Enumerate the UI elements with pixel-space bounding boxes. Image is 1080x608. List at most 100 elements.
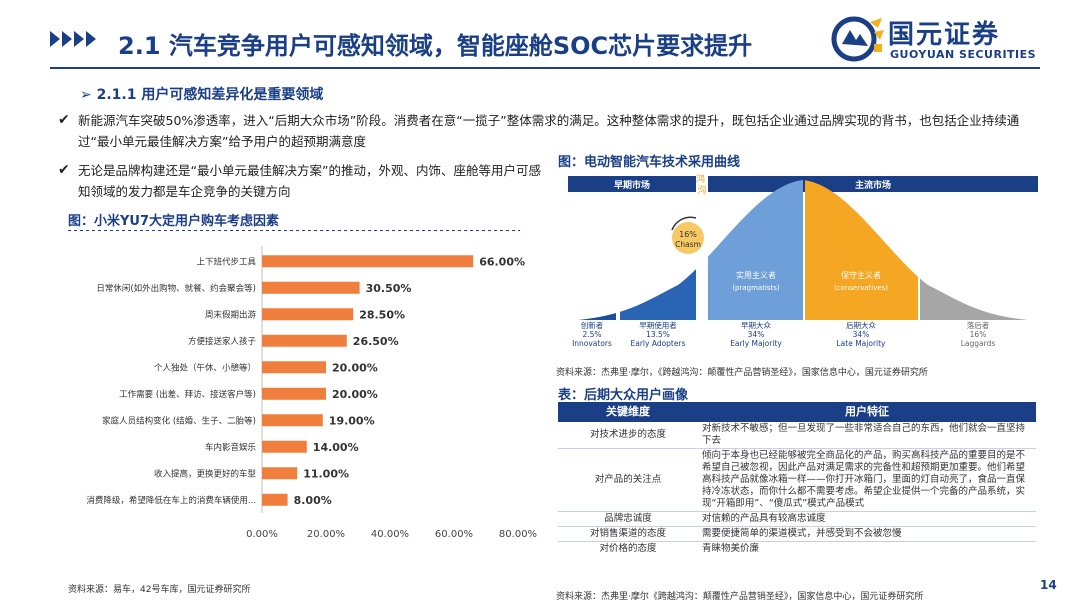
data-label: 19.00% <box>329 414 375 427</box>
laggards-percent: 16% <box>970 330 987 339</box>
x-tick-label: 80.00% <box>499 529 537 540</box>
table-cell-dimension: 对价格的态度 <box>558 541 698 556</box>
logo-text-cn: 国元证券 <box>888 20 1001 50</box>
category-label: 收入提高，更换更好的车型 <box>154 468 257 479</box>
table-row: 品牌忠诚度 对信赖的产品具有较高忠诚度 <box>558 511 1036 527</box>
x-tick-label: 0.00% <box>246 529 278 540</box>
early-majority-inner-cn: 实用主义者 <box>736 270 776 280</box>
bar <box>262 281 360 294</box>
data-label: 20.00% <box>332 388 378 401</box>
late-majority-inner-en: (conservatives) <box>834 284 888 292</box>
table-row: 对价格的态度 青睐物美价廉 <box>558 541 1036 556</box>
data-label: 26.50% <box>353 335 399 348</box>
category-label: 工作需要 (出差、拜访、接送客户等) <box>119 389 256 400</box>
table-row: 对技术进步的态度 对新技术不敏感；但一旦发现了一些非常适合自己的东西，他们就会一… <box>558 422 1036 449</box>
segment-late-majority <box>805 180 918 320</box>
adoption-curve-diagram: 早期市场 主流市场 鸿 沟 16% Chasm 实用主义者 (pragmatis… <box>568 173 1038 348</box>
bullet-item: ✔ 无论是品牌构建还是“最小单元最佳解决方案”的推动，外观、内饰、座舱等用户可感… <box>58 160 548 202</box>
data-label: 8.00% <box>294 494 332 507</box>
data-label: 30.50% <box>366 282 412 295</box>
early-adopters-en: Early Adopters <box>631 339 686 348</box>
data-label: 14.00% <box>313 441 359 454</box>
section-heading: ➢ 2.1.1 用户可感知差异化是重要领域 <box>80 87 324 103</box>
adoption-curve-title: 图：电动智能汽车技术采用曲线 <box>558 155 741 170</box>
category-label: 消费降级，希望降低在车上的消费车辆使用... <box>86 495 256 506</box>
chasm-arrow-icon <box>671 216 697 231</box>
table-cell-dimension: 对产品的关注点 <box>558 448 698 512</box>
late-majority-percent: 34% <box>853 330 870 339</box>
header-divider <box>50 67 1040 69</box>
chasm-percent: 16% <box>679 230 697 239</box>
guoyuan-emblem-icon <box>831 16 884 62</box>
bar <box>262 387 326 400</box>
logo-text-en: GUOYUAN SECURITIES <box>890 48 1037 61</box>
table-cell-feature: 需要便捷简单的渠道模式，并感受到不会被忽慢 <box>698 526 1036 542</box>
table-cell-feature: 对信赖的产品具有较高忠诚度 <box>698 511 1036 527</box>
segment-early-majority <box>708 180 803 320</box>
category-label: 车内影音娱乐 <box>205 442 257 453</box>
table-row: 对产品的关注点 倾向于本身也已经能够被完全商品化的产品，购买高科技产品的重要目的… <box>558 448 1036 512</box>
adoption-curve-source: 资料来源：杰弗里·摩尔，《跨越鸿沟：颠覆性产品营销圣经》，国家信息中心，国元证券… <box>556 368 928 378</box>
category-label: 家庭人员结构变化 (结婚、生子、二胎等) <box>102 415 256 426</box>
innovators-cn: 创新者 <box>581 320 604 330</box>
bar-chart: 上下班代步工具 66.00% 日常休闲(如外出购物、就餐、约会聚会等) 30.50% 周… <box>86 246 537 540</box>
segment-laggards <box>920 180 1028 320</box>
category-label: 方便接送家人孩子 <box>188 336 257 347</box>
bar-chart-title: 图：小米YU7大定用户购车考虑因素 <box>68 214 280 229</box>
table-header-feature: 用户特征 <box>698 402 1036 422</box>
bar <box>262 414 323 427</box>
mainstream-market-label: 主流市场 <box>855 179 891 191</box>
chasm-en: Chasm <box>675 240 701 249</box>
checkmark-icon: ✔ <box>58 162 70 178</box>
category-label: 日常休闲(如外出购物、就餐、约会聚会等) <box>96 283 256 294</box>
laggards-en: Laggards <box>961 339 996 348</box>
early-market-band <box>568 176 696 192</box>
category-label: 上下班代步工具 <box>196 256 256 267</box>
data-label: 28.50% <box>359 308 405 321</box>
late-majority-cn: 后期大众 <box>846 320 876 330</box>
persona-table-title: 表：后期大众用户画像 <box>558 388 689 403</box>
company-logo: 国元证券 GUOYUAN SECURITIES <box>830 12 1060 66</box>
bar <box>262 440 307 453</box>
x-tick-label: 40.00% <box>371 529 409 540</box>
bullet-text: 新能源汽车突破50%渗透率，进入“后期大众市场”阶段。消费者在意“一揽子”整体需… <box>78 113 1020 149</box>
bar <box>262 255 474 268</box>
late-majority-inner-cn: 保守主义者 <box>841 270 881 280</box>
bar <box>262 308 354 321</box>
early-market-label: 早期市场 <box>614 179 650 191</box>
category-label: 周末假期出游 <box>205 309 257 320</box>
table-header-row: 关键维度 用户特征 <box>558 402 1036 422</box>
bar <box>262 334 347 347</box>
chasm-label: 鸿 沟 <box>696 173 708 196</box>
segment-labels: 创新者 2.5% Innovators 早期使用者 13.5% Early Ad… <box>572 320 995 348</box>
segment-innovators <box>578 180 616 320</box>
title-chevrons-icon <box>50 31 98 51</box>
early-majority-inner-en: (pragmatists) <box>732 284 780 292</box>
early-majority-percent: 34% <box>748 330 765 339</box>
x-tick-label: 60.00% <box>435 529 473 540</box>
table-cell-dimension: 品牌忠诚度 <box>558 511 698 527</box>
x-tick-label: 20.00% <box>307 529 345 540</box>
chasm-char-2: 沟 <box>697 184 706 196</box>
data-label: 20.00% <box>332 361 378 374</box>
data-label: 11.00% <box>303 467 349 480</box>
persona-table-source: 资料来源：杰弗里·摩尔《跨越鸿沟：颠覆性产品营销圣经》，国家信息中心，国元证券研… <box>556 592 924 602</box>
table-cell-dimension: 对销售渠道的态度 <box>558 526 698 542</box>
table-header-dimension: 关键维度 <box>558 402 698 422</box>
table-cell-feature: 对新技术不敏感；但一旦发现了一些非常适合自己的东西，他们就会一直坚持下去 <box>702 423 1026 446</box>
page-title: 2.1 汽车竞争用户可感知领域，智能座舱SOC芯片要求提升 <box>118 32 753 60</box>
table-cell-feature: 倾向于本身也已经能够被完全商品化的产品，购买高科技产品的重要目的是不希望自己被忽… <box>698 448 1036 512</box>
bullet-item: ✔ 新能源汽车突破50%渗透率，进入“后期大众市场”阶段。消费者在意“一揽子”整… <box>58 110 1038 152</box>
bar-chart-source: 资料来源：易车，42号车库，国元证券研究所 <box>68 585 251 595</box>
bar <box>262 361 326 374</box>
early-majority-cn: 早期大众 <box>741 320 771 330</box>
bar <box>262 493 288 506</box>
persona-table: 关键维度 用户特征 对技术进步的态度 对新技术不敏感；但一旦发现了一些非常适合自… <box>558 402 1036 556</box>
figure-title-divider <box>68 230 520 231</box>
late-majority-en: Late Majority <box>837 339 887 348</box>
innovators-en: Innovators <box>572 339 612 348</box>
table-cell-dimension: 对技术进步的态度 <box>589 429 666 440</box>
innovators-percent: 2.5% <box>582 330 601 339</box>
bar <box>262 467 298 480</box>
page-number: 14 <box>1040 578 1057 592</box>
